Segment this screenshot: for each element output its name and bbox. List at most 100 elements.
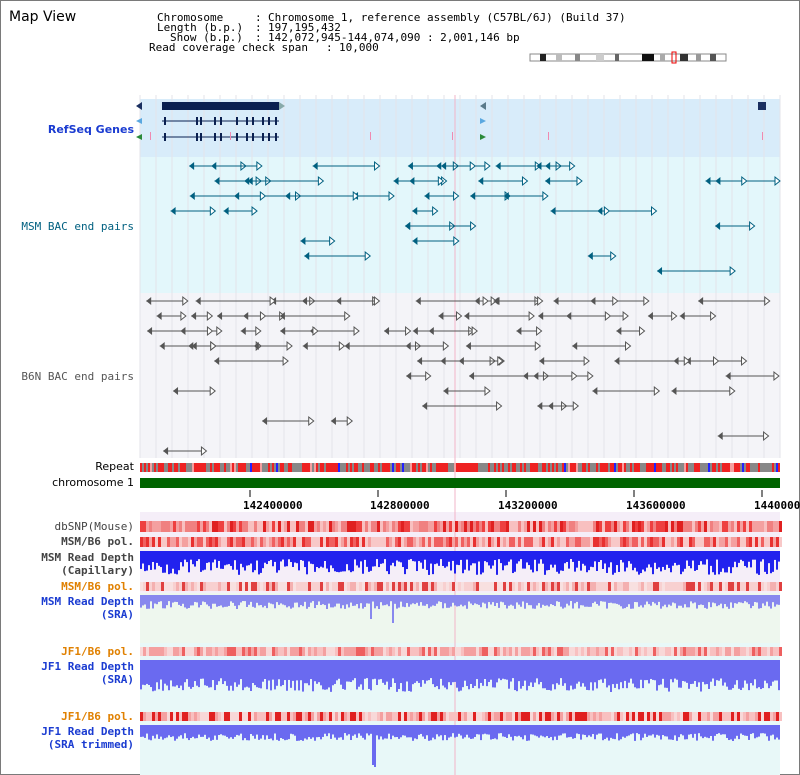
depth-bar bbox=[568, 660, 570, 691]
depth-bar bbox=[334, 725, 336, 738]
heat-cell bbox=[200, 647, 203, 656]
jf1-sra-label: (SRA) bbox=[100, 673, 134, 686]
heat-cell bbox=[380, 521, 383, 532]
bac-end-icon bbox=[304, 252, 310, 260]
heat-cell bbox=[677, 521, 680, 532]
heat-cell bbox=[470, 521, 473, 532]
bac-end-icon bbox=[407, 162, 413, 170]
heat-cell bbox=[695, 537, 698, 547]
depth-bar bbox=[384, 551, 386, 560]
depth-bar bbox=[218, 660, 220, 682]
repeat-segment bbox=[580, 463, 582, 472]
depth-bar bbox=[764, 595, 766, 606]
depth-bar bbox=[282, 660, 284, 686]
bac-end-icon bbox=[253, 342, 259, 350]
depth-bar bbox=[734, 551, 736, 562]
depth-bar bbox=[236, 660, 238, 687]
repeat-segment bbox=[284, 463, 286, 472]
msm-bac-label[interactable]: MSM BAC end pairs bbox=[21, 220, 134, 233]
depth-bar bbox=[234, 551, 236, 561]
depth-bar bbox=[242, 725, 244, 741]
depth-bar bbox=[350, 595, 352, 603]
repeat-segment bbox=[742, 463, 744, 472]
repeat-segment bbox=[692, 463, 694, 472]
depth-bar bbox=[432, 551, 434, 575]
repeat-segment bbox=[496, 463, 498, 472]
depth-bar bbox=[236, 725, 238, 735]
depth-bar bbox=[322, 595, 324, 605]
depth-bar bbox=[550, 551, 552, 565]
repeat-segment bbox=[768, 463, 770, 472]
heat-cell bbox=[254, 712, 257, 721]
heat-cell bbox=[623, 712, 626, 721]
repeat-segment bbox=[510, 463, 512, 472]
heat-cell bbox=[506, 521, 509, 532]
depth-bar bbox=[774, 660, 776, 681]
repeat-segment bbox=[308, 463, 310, 472]
heat-cell bbox=[776, 712, 779, 721]
depth-bar bbox=[252, 660, 254, 683]
heat-cell bbox=[284, 712, 287, 721]
heat-cell bbox=[356, 647, 359, 656]
repeat-segment bbox=[600, 463, 602, 472]
heat-cell bbox=[734, 582, 737, 591]
bac-end-icon bbox=[671, 310, 678, 322]
depth-bar bbox=[604, 551, 606, 564]
heat-cell bbox=[608, 537, 611, 547]
bac-end-icon bbox=[469, 160, 477, 172]
heat-cell bbox=[590, 582, 593, 591]
bac-end-icon bbox=[538, 312, 544, 320]
repeat-segment bbox=[164, 463, 166, 472]
heat-cell bbox=[476, 521, 479, 532]
bac-end-icon bbox=[587, 252, 593, 260]
depth-bar bbox=[594, 725, 596, 740]
heat-cell bbox=[269, 712, 272, 721]
heat-cell bbox=[734, 712, 737, 721]
heat-cell bbox=[287, 712, 290, 721]
bac-end-icon bbox=[542, 190, 549, 202]
depth-bar bbox=[386, 551, 388, 572]
heat-cell bbox=[614, 582, 617, 591]
heat-cell bbox=[563, 521, 566, 532]
exon bbox=[200, 117, 202, 125]
depth-bar bbox=[374, 660, 376, 679]
depth-bar bbox=[472, 660, 474, 688]
heat-cell bbox=[218, 582, 221, 591]
length-sep: : bbox=[255, 21, 262, 34]
depth-bar bbox=[416, 595, 418, 603]
heat-cell bbox=[341, 712, 344, 721]
depth-bar bbox=[366, 660, 368, 679]
depth-bar bbox=[248, 551, 250, 566]
heat-cell bbox=[395, 582, 398, 591]
depth-bar bbox=[656, 725, 658, 735]
repeat-segment bbox=[452, 463, 454, 472]
depth-bar bbox=[652, 725, 654, 735]
heat-cell bbox=[143, 537, 146, 547]
heat-cell bbox=[503, 647, 506, 656]
repeat-segment bbox=[428, 463, 430, 472]
depth-bar bbox=[530, 551, 532, 570]
heat-cell bbox=[545, 647, 548, 656]
heat-cell bbox=[485, 582, 488, 591]
depth-bar bbox=[388, 551, 390, 575]
depth-bar bbox=[698, 660, 700, 683]
depth-bar bbox=[542, 660, 544, 689]
heat-cell bbox=[632, 537, 635, 547]
heat-cell bbox=[650, 521, 653, 532]
depth-bar bbox=[520, 725, 522, 738]
depth-bar bbox=[188, 725, 190, 741]
heat-cell bbox=[215, 712, 218, 721]
repeat-segment bbox=[270, 463, 272, 472]
depth-bar bbox=[628, 551, 630, 562]
heat-cell bbox=[503, 712, 506, 721]
heat-cell bbox=[143, 521, 146, 532]
b6n-bac-label[interactable]: B6N BAC end pairs bbox=[21, 370, 134, 383]
refseq-genes-label[interactable]: RefSeq Genes bbox=[47, 123, 134, 136]
heat-cell bbox=[767, 712, 770, 721]
depth-bar bbox=[182, 595, 184, 604]
heat-cell bbox=[359, 582, 362, 591]
depth-bar bbox=[178, 595, 180, 605]
heat-cell bbox=[530, 712, 533, 721]
depth-bar bbox=[638, 660, 640, 689]
